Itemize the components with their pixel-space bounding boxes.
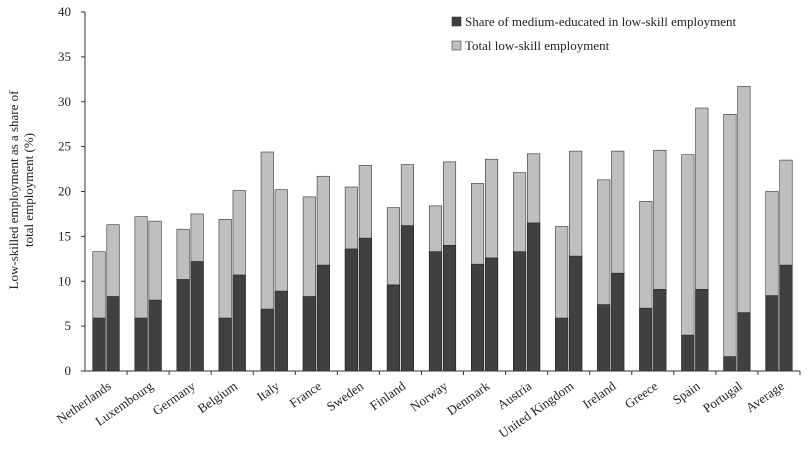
y-tick-label: 25	[58, 139, 71, 154]
bar-medium-1	[218, 317, 232, 372]
bar-medium-1	[344, 248, 358, 372]
bar-medium-2	[190, 261, 204, 372]
y-tick-label: 15	[58, 228, 71, 243]
bar-medium-2	[274, 290, 288, 372]
bar-medium-1	[555, 317, 569, 372]
y-tick-label: 5	[65, 318, 72, 333]
y-axis-label-line-1: Low-skilled employment as a share of	[6, 90, 21, 290]
bar-medium-1	[134, 317, 148, 372]
bar-total-1	[723, 114, 737, 372]
legend-label-medium: Share of medium-educated in low-skill em…	[465, 14, 737, 29]
bar-medium-1	[428, 251, 443, 372]
bar-medium-2	[232, 274, 246, 372]
x-category-label: Greece	[622, 378, 661, 412]
bar-medium-2	[400, 225, 414, 372]
legend-swatch-total	[451, 40, 462, 51]
bar-medium-1	[723, 356, 737, 372]
y-tick-label: 35	[58, 49, 71, 64]
bar-medium-1	[513, 251, 527, 372]
x-category-label: Germany	[150, 378, 199, 418]
bar-medium-2	[779, 264, 793, 372]
y-tick-label: 30	[58, 94, 71, 109]
x-category-label: Finland	[367, 378, 409, 413]
x-category-label: United Kingdom	[496, 378, 576, 441]
bar-medium-2	[653, 289, 667, 372]
bar-medium-2	[485, 257, 499, 372]
x-category-label: Ireland	[580, 378, 619, 412]
y-tick-label: 20	[58, 184, 71, 199]
legend: Share of medium-educated in low-skill em…	[451, 14, 737, 53]
bar-medium-1	[765, 295, 779, 372]
x-category-label: Norway	[407, 378, 450, 415]
bar-medium-1	[597, 304, 611, 372]
x-category-label: Italy	[254, 378, 283, 404]
legend-label-total: Total low-skill employment	[465, 38, 610, 53]
bar-medium-1	[302, 296, 316, 372]
bar-medium-2	[316, 264, 330, 372]
x-category-label: Portugal	[700, 378, 745, 416]
x-category-label: Average	[743, 378, 787, 415]
bar-medium-1	[260, 308, 274, 372]
bar-medium-2	[611, 272, 625, 372]
y-axis-label: Low-skilled employment as a share of tot…	[6, 90, 36, 290]
bar-medium-1	[639, 307, 653, 372]
y-axis-label-line-2: total employment (%)	[21, 133, 36, 247]
bar-medium-1	[176, 279, 190, 372]
y-tick-label: 40	[58, 4, 71, 19]
bar-medium-1	[471, 263, 485, 372]
x-category-label: Denmark	[444, 378, 493, 418]
bar-medium-2	[106, 296, 120, 372]
bar-medium-1	[92, 317, 106, 372]
bar-medium-2	[695, 289, 709, 372]
bar-medium-1	[386, 284, 400, 372]
bar-medium-2	[737, 312, 751, 372]
x-category-label: Spain	[670, 378, 703, 408]
x-category-label: Sweden	[324, 378, 367, 414]
bar-medium-2	[527, 222, 541, 372]
bars-group	[92, 86, 793, 372]
legend-swatch-medium	[451, 16, 462, 27]
bar-medium-2	[442, 245, 457, 372]
x-category-label: Belgium	[195, 378, 240, 416]
y-tick-label: 0	[65, 363, 72, 378]
bar-medium-1	[681, 334, 695, 372]
bar-medium-2	[569, 255, 583, 372]
bar-medium-2	[358, 237, 372, 372]
y-tick-label: 10	[58, 273, 71, 288]
x-category-label: France	[286, 378, 324, 411]
bar-medium-2	[148, 299, 162, 372]
